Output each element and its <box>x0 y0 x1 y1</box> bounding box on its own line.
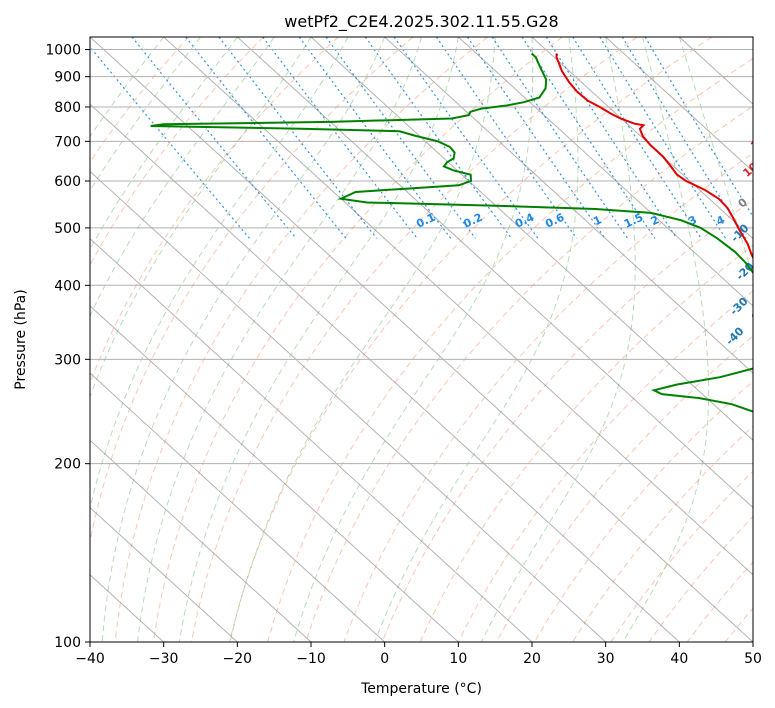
moist-adiabat-line <box>480 37 636 642</box>
isotherm-line <box>90 37 753 642</box>
moist-adiabat-line <box>229 37 496 642</box>
y-tick-label: 100 <box>54 635 81 651</box>
moist-adiabat-line <box>136 37 422 642</box>
x-tick-label: −30 <box>149 651 179 667</box>
isotherm-line <box>752 37 753 38</box>
dewpoint-line <box>150 52 753 413</box>
x-tick-label: 40 <box>670 651 688 667</box>
mixing-ratio-line <box>572 37 702 239</box>
dry-adiabat-line <box>90 37 339 384</box>
dry-adiabat-label: -50 <box>754 386 775 409</box>
x-tick-label: 30 <box>597 651 615 667</box>
dry-adiabat-line <box>305 105 753 642</box>
mixing-ratio-line <box>491 37 629 239</box>
x-tick-label: 0 <box>380 651 389 667</box>
temperature-line <box>555 53 753 260</box>
mixing-ratio-line <box>185 37 347 239</box>
mixing-ratio-line <box>644 37 753 218</box>
isotherm-line <box>90 237 533 642</box>
moist-adiabat-label: 30 <box>758 104 775 124</box>
dry-adiabat-line <box>381 198 753 642</box>
moist-adiabat-label: 20 <box>749 132 769 152</box>
isotherm-line <box>605 37 753 173</box>
sounding-series <box>150 52 753 413</box>
dry-adiabat-line <box>534 380 753 642</box>
dry-adiabat-line <box>90 37 264 267</box>
background-lines <box>90 37 775 642</box>
dry-adiabat-line <box>763 37 775 642</box>
dry-adiabat-line <box>114 37 488 642</box>
moist-adiabat-label: 40 <box>766 71 775 91</box>
moist-adiabat-line <box>90 37 349 511</box>
isotherm-line <box>90 506 238 642</box>
isotherm-line <box>457 37 753 307</box>
x-tick-label: −40 <box>75 651 105 667</box>
dry-adiabat-line <box>419 244 753 642</box>
dry-adiabat-line <box>190 37 638 642</box>
isotherm-line <box>163 37 753 576</box>
dry-adiabat-line <box>343 152 753 642</box>
isotherm-line <box>90 103 680 642</box>
y-tick-label: 300 <box>54 352 81 368</box>
y-tick-label: 500 <box>54 221 81 237</box>
moist-adiabat-line <box>90 37 238 251</box>
isotherm-line <box>90 372 386 642</box>
isotherm-line <box>90 305 459 642</box>
y-tick-label: 200 <box>54 457 81 473</box>
moist-adiabat-line <box>374 37 579 642</box>
mixing-ratio-line <box>298 37 452 239</box>
pressure-grid <box>90 49 753 642</box>
isotherm-line <box>236 37 753 509</box>
isotherm-line <box>384 37 753 374</box>
isotherm-line <box>531 37 753 240</box>
x-tick-label: 20 <box>523 651 541 667</box>
moist-adiabat-line <box>293 37 534 642</box>
moist-adiabat-line <box>178 37 459 642</box>
moist-adiabat-line <box>90 37 165 138</box>
moist-adiabat-line <box>101 37 386 642</box>
mixing-ratio-line <box>545 37 678 239</box>
moist-adiabat-line <box>678 37 753 280</box>
x-tick-label: −10 <box>296 651 326 667</box>
mixing-ratio-line <box>521 37 656 239</box>
mixing-ratio-line <box>131 37 297 239</box>
mixing-ratio-line <box>262 37 418 239</box>
dry-adiabat-line <box>90 37 414 545</box>
mixing-ratio-line <box>621 37 747 239</box>
dry-adiabat-line <box>229 37 713 642</box>
mixing-ratio-line <box>393 37 539 239</box>
isotherm-line <box>90 439 312 642</box>
moist-adiabat-line <box>90 37 275 318</box>
y-tick-label: 1000 <box>45 43 81 59</box>
x-tick-label: 50 <box>744 651 762 667</box>
mixing-ratio-label: 6 <box>754 213 767 228</box>
x-axis-label: Temperature (°C) <box>360 681 482 697</box>
y-tick-label: 600 <box>54 174 81 190</box>
isotherm-line <box>90 170 607 642</box>
moist-adiabat-line <box>90 37 201 192</box>
y-axis-label: Pressure (hPa) <box>13 289 29 389</box>
moist-adiabat-line <box>622 37 710 642</box>
y-tick-label: 700 <box>54 134 81 150</box>
y-tick-label: 400 <box>54 278 81 294</box>
mixing-ratio-line <box>90 45 251 239</box>
y-tick-label: 800 <box>54 100 81 116</box>
y-axis: 1000 900 800 700 600 500 400 300 200 100 <box>45 43 90 651</box>
dry-adiabat-line <box>152 37 563 642</box>
mixing-ratio-line <box>325 37 476 239</box>
mixing-ratio-line <box>218 37 378 239</box>
plot-frame <box>89 36 754 643</box>
chart-title: wetPf2_C2E4.2025.302.11.55.G28 <box>284 12 558 32</box>
dry-adiabat-line <box>495 335 753 642</box>
x-axis: −40 −30 −20 −10 0 10 20 30 40 50 <box>75 642 762 667</box>
dry-adiabat-line <box>90 37 190 164</box>
mixing-ratio-line <box>599 37 727 239</box>
dry-adiabat-line <box>457 290 753 642</box>
x-tick-label: 10 <box>449 651 467 667</box>
x-tick-label: −20 <box>223 651 253 667</box>
dry-adiabat-line <box>267 57 753 642</box>
y-tick-label: 900 <box>54 70 81 86</box>
